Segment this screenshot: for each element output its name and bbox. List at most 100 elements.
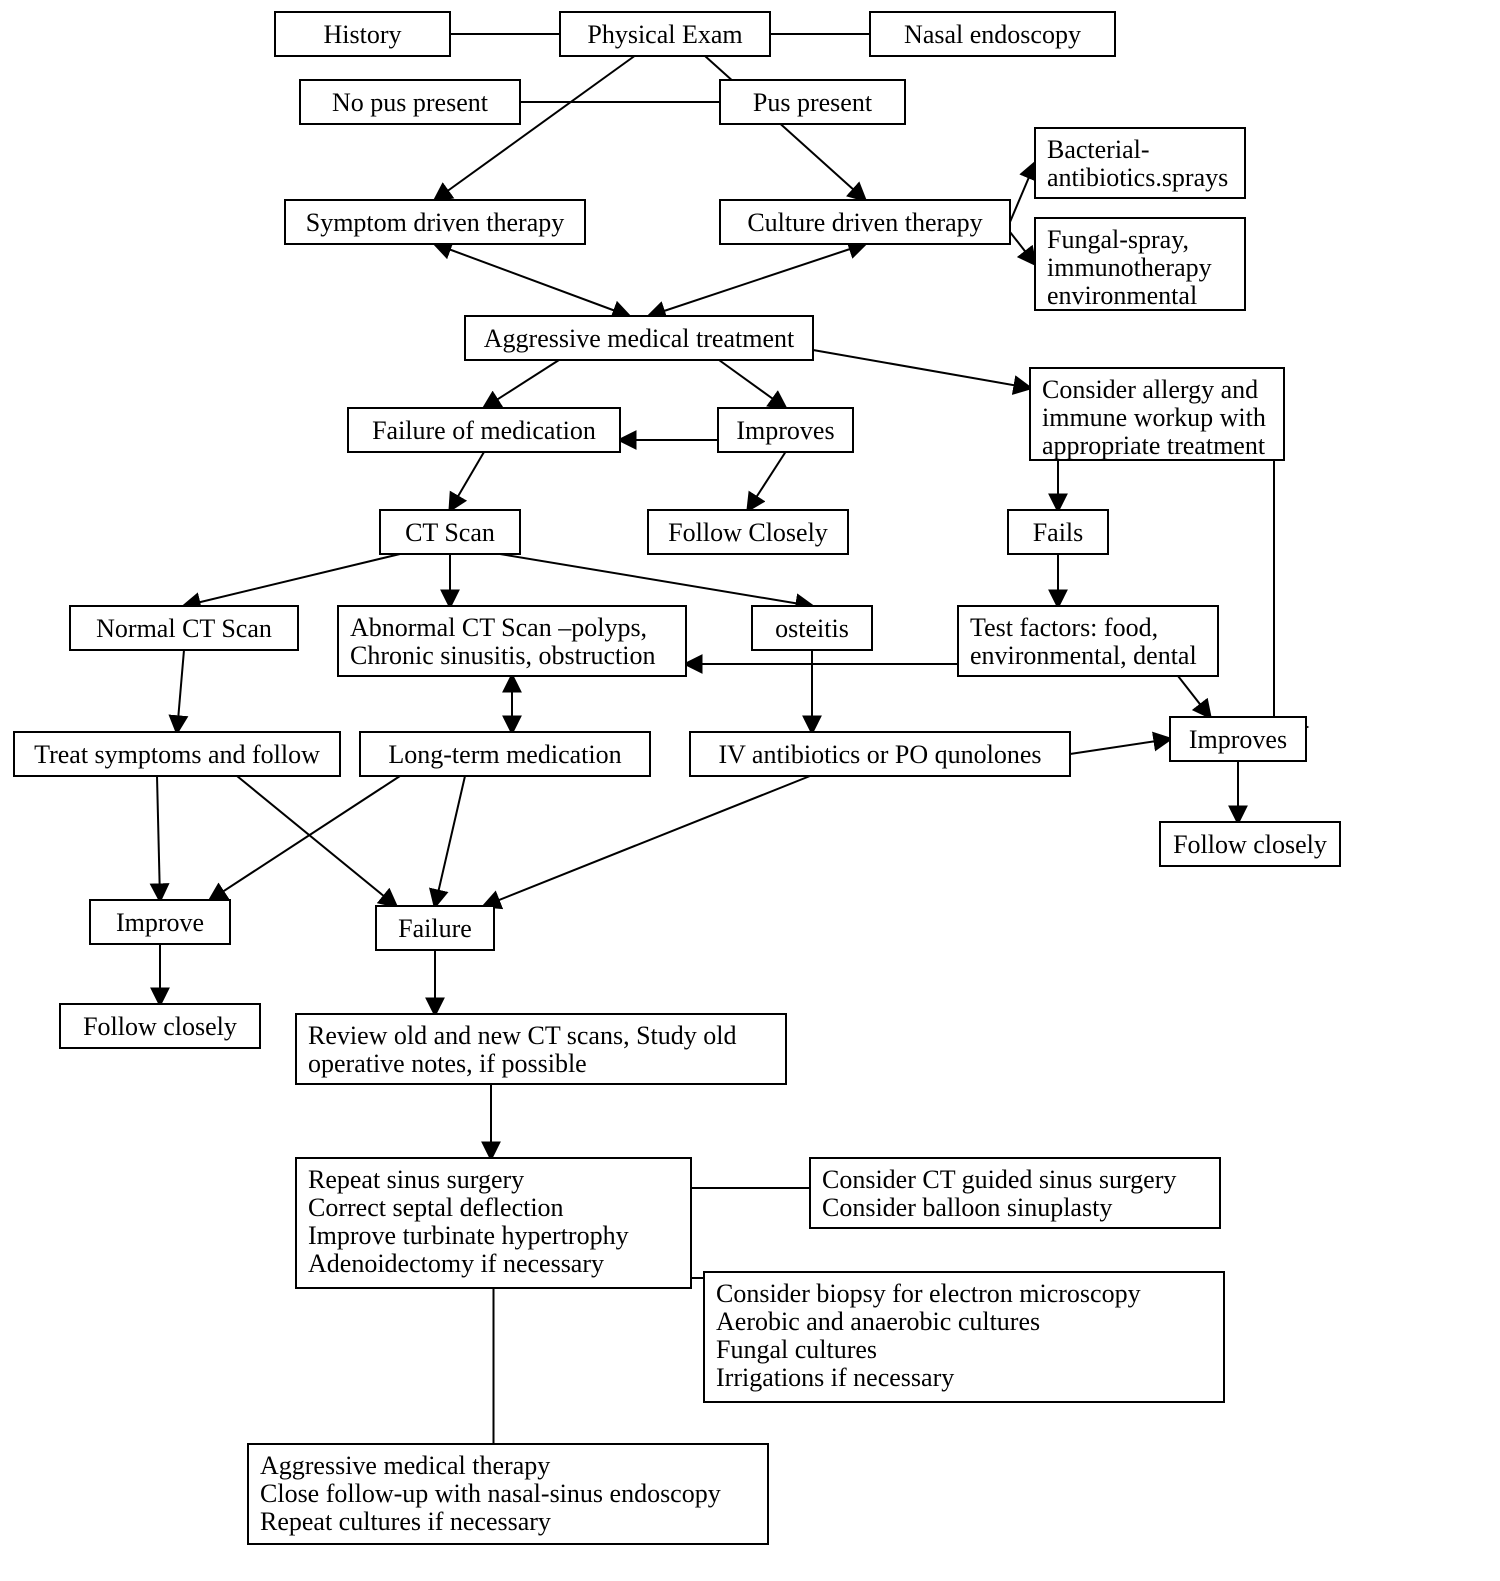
node-testfactors-label: Test factors: food, [970,613,1158,642]
node-biopsy-label: Fungal cultures [716,1335,877,1364]
node-culture-label: Culture driven therapy [747,208,982,237]
node-abnormalct-label: Chronic sinusitis, obstruction [350,641,656,670]
node-aggressive-label: Aggressive medical treatment [484,324,795,353]
edge [649,244,865,316]
node-aggressive2-label: Aggressive medical therapy [260,1451,550,1480]
node-followclose1-label: Follow Closely [668,518,828,547]
node-history: History [275,12,450,56]
node-fungal-label: environmental [1047,281,1197,310]
node-followclose3: Follow closely [60,1004,260,1048]
node-osteitis: osteitis [752,606,872,650]
node-fungal-label: Fungal-spray, [1047,225,1189,254]
node-puspresent-label: Pus present [753,88,873,117]
node-fungal: Fungal-spray,immunotherapyenvironmental [1035,218,1245,310]
node-ivantib: IV antibiotics or PO qunolones [690,732,1070,776]
node-normalct-label: Normal CT Scan [96,614,272,643]
edge [435,244,629,316]
node-osteitis-label: osteitis [775,614,849,643]
node-ctscan: CT Scan [380,510,520,554]
node-considerct-label: Consider CT guided sinus surgery [822,1165,1176,1194]
node-improves2: Improves [1170,717,1306,761]
node-fails-label: Fails [1033,518,1084,547]
edge [450,452,484,510]
node-testfactors-label: environmental, dental [970,641,1197,670]
node-review-label: operative notes, if possible [308,1049,587,1078]
edge [1070,739,1170,754]
node-aggressive2-label: Repeat cultures if necessary [260,1507,551,1536]
node-improves1: Improves [718,408,853,452]
edge [157,776,160,900]
node-aggressive2: Aggressive medical therapyClose follow-u… [248,1444,768,1544]
node-biopsy: Consider biopsy for electron microscopyA… [704,1272,1224,1402]
node-endoscopy-label: Nasal endoscopy [904,20,1081,49]
node-physexam: Physical Exam [560,12,770,56]
node-considerct: Consider CT guided sinus surgeryConsider… [810,1158,1220,1228]
node-treatsym-label: Treat symptoms and follow [34,740,320,769]
edge [435,776,465,906]
node-symptom-label: Symptom driven therapy [306,208,565,237]
edge [210,776,400,900]
node-followclose1: Follow Closely [648,510,848,554]
edge [484,776,810,906]
edge [500,554,812,606]
node-bacterial-label: Bacterial- [1047,135,1150,164]
node-bacterial-label: antibiotics.sprays [1047,163,1228,192]
node-repeatsurg-label: Improve turbinate hypertrophy [308,1221,629,1250]
node-improves2-label: Improves [1189,725,1287,754]
node-repeatsurg-label: Adenoidectomy if necessary [308,1249,604,1278]
node-ivantib-label: IV antibiotics or PO qunolones [718,740,1041,769]
node-symptom: Symptom driven therapy [285,200,585,244]
node-review: Review old and new CT scans, Study oldop… [296,1014,786,1084]
node-considerct-label: Consider balloon sinuplasty [822,1193,1112,1222]
node-fails: Fails [1008,510,1108,554]
node-failure-label: Failure [398,914,472,943]
node-normalct: Normal CT Scan [70,606,298,650]
node-testfactors: Test factors: food,environmental, dental [958,606,1218,676]
edge [435,56,635,200]
edge [813,350,1030,388]
node-repeatsurg-label: Repeat sinus surgery [308,1165,524,1194]
node-review-label: Review old and new CT scans, Study old [308,1021,736,1050]
node-followclose3-label: Follow closely [83,1012,237,1041]
node-improves1-label: Improves [736,416,834,445]
edge [719,360,786,408]
node-repeatsurg: Repeat sinus surgery Correct septal defl… [296,1158,691,1288]
node-repeatsurg-label: Correct septal deflection [308,1193,564,1222]
node-culture: Culture driven therapy [720,200,1010,244]
node-endoscopy: Nasal endoscopy [870,12,1115,56]
edge [177,650,184,732]
node-allergy: Consider allergy andimmune workup withap… [1030,368,1284,460]
node-nopus: No pus present [300,80,520,124]
edge [484,360,559,408]
node-biopsy-label: Irrigations if necessary [716,1363,954,1392]
node-biopsy-label: Consider biopsy for electron microscopy [716,1279,1141,1308]
edge [1010,163,1035,222]
node-failure: Failure [376,906,494,950]
node-failmed: Failure of medication [348,408,620,452]
edge [237,776,396,906]
node-aggressive: Aggressive medical treatment [465,316,813,360]
node-improve3: Improve [90,900,230,944]
node-abnormalct: Abnormal CT Scan –polyps,Chronic sinusit… [338,606,686,676]
edge [748,452,786,510]
edge [184,554,400,606]
node-treatsym: Treat symptoms and follow [14,732,340,776]
node-nopus-label: No pus present [332,88,489,117]
node-allergy-label: appropriate treatment [1042,431,1266,460]
node-physexam-label: Physical Exam [587,20,742,49]
node-longterm: Long-term medication [360,732,650,776]
node-abnormalct-label: Abnormal CT Scan –polyps, [350,613,647,642]
edge [705,56,865,200]
node-aggressive2-label: Close follow-up with nasal-sinus endosco… [260,1479,721,1508]
node-improve3-label: Improve [116,908,204,937]
edge [1178,676,1210,717]
node-ctscan-label: CT Scan [405,518,495,547]
node-allergy-label: immune workup with [1042,403,1266,432]
node-followclose2-label: Follow closely [1173,830,1327,859]
node-bacterial: Bacterial-antibiotics.sprays [1035,128,1245,198]
node-puspresent: Pus present [720,80,905,124]
edge [1010,232,1035,264]
node-fungal-label: immunotherapy [1047,253,1212,282]
node-history-label: History [324,20,402,49]
node-biopsy-label: Aerobic and anaerobic cultures [716,1307,1040,1336]
